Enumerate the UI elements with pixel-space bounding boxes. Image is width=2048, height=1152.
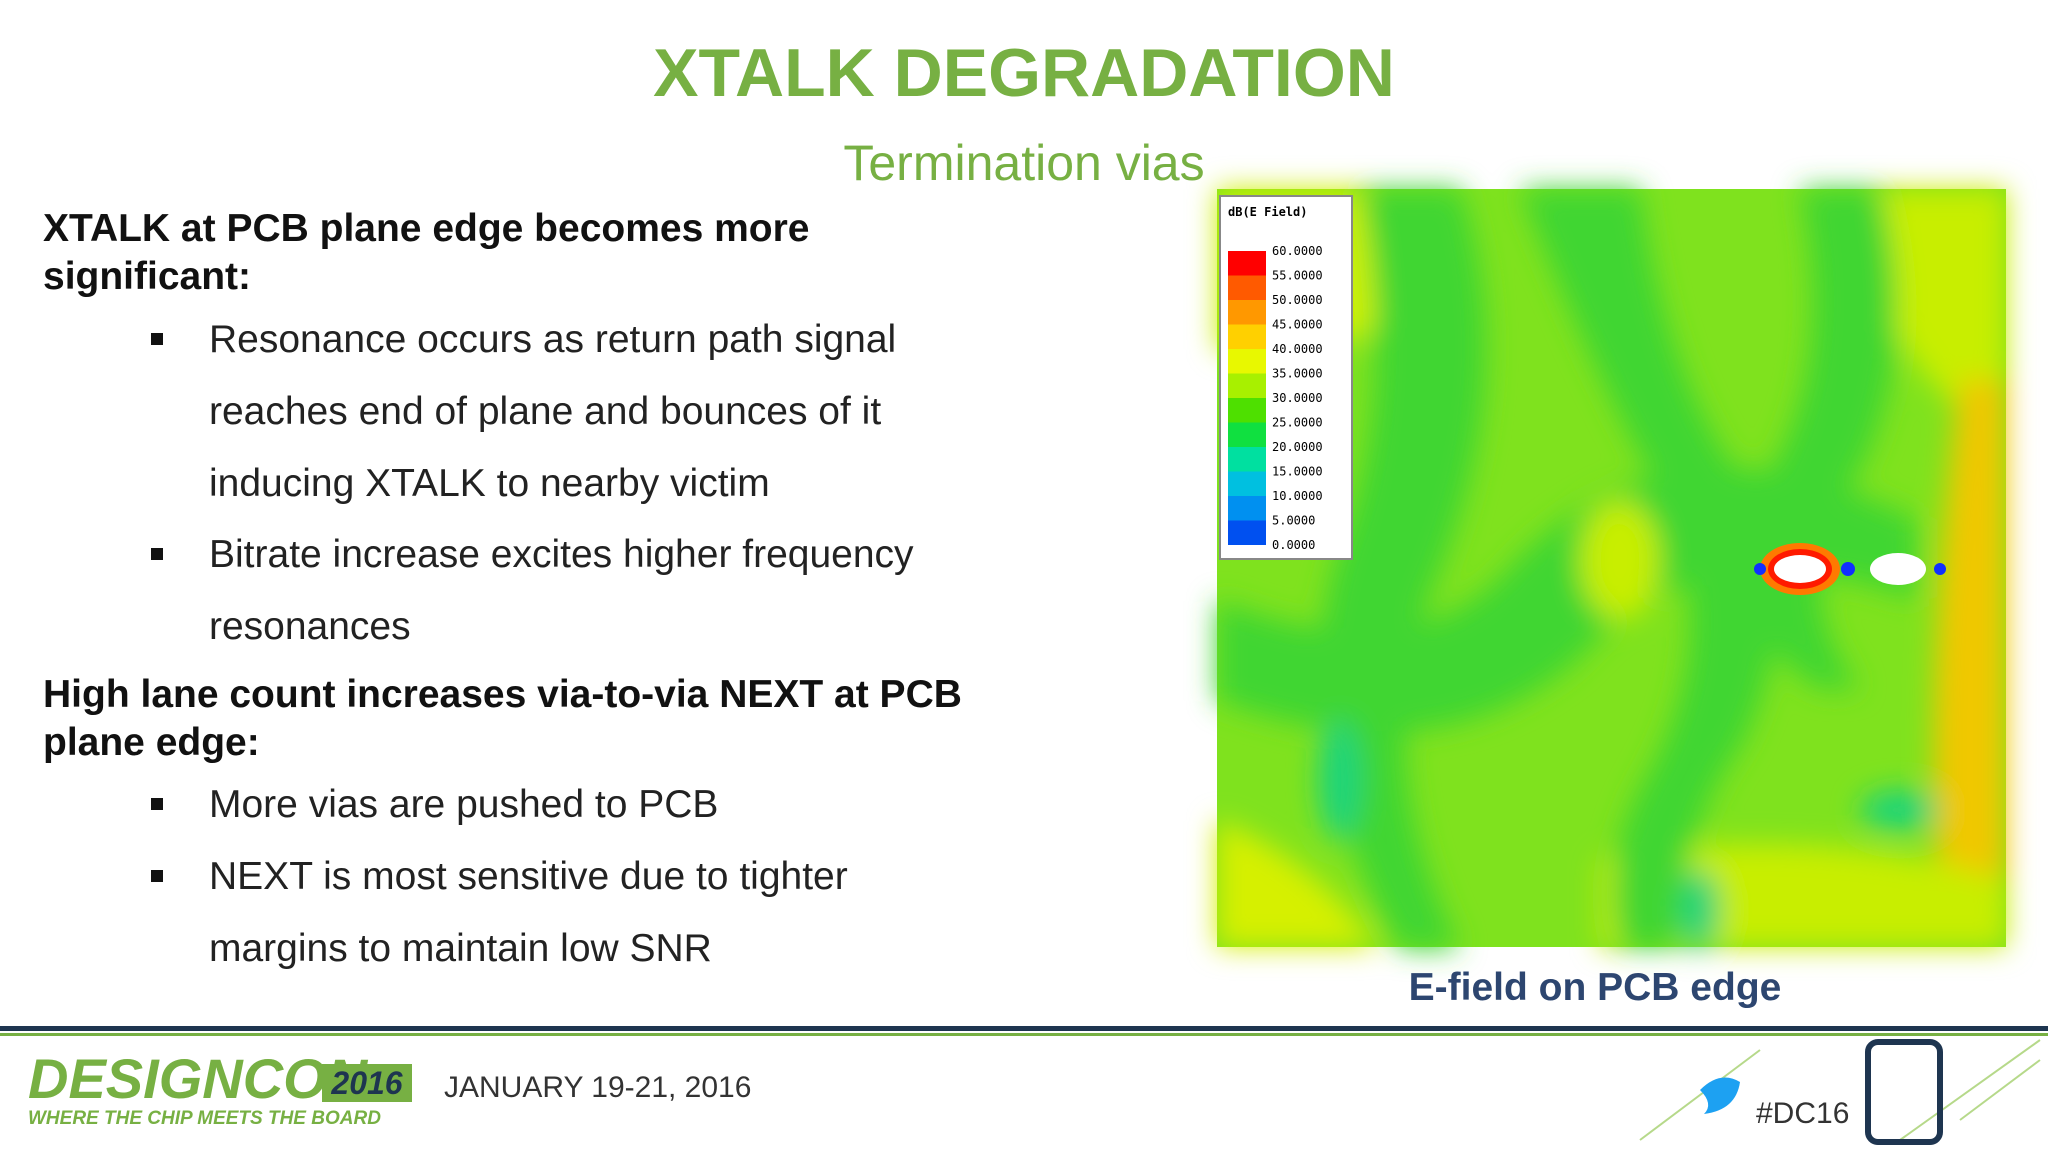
bullet-marker	[151, 870, 163, 882]
field-map	[1217, 189, 2006, 950]
dates: JANUARY 19-21, 2016	[444, 1071, 751, 1104]
legend-label: 25.0000	[1272, 416, 1323, 430]
legend-label: 50.0000	[1272, 293, 1323, 307]
bullet: Resonance occurs as return path signal r…	[151, 304, 969, 520]
legend-swatch	[1228, 275, 1266, 300]
legend-label: 5.0000	[1272, 514, 1315, 528]
logo-year: 2016	[330, 1065, 402, 1101]
bullet-text: NEXT is most sensitive due to tighter ma…	[209, 855, 848, 970]
footer-graphics: DESIGNCON 2016 WHERE THE CHIP MEETS THE …	[0, 1026, 2048, 1145]
legend-title: dB(E Field)	[1228, 205, 1307, 219]
legend-label: 45.0000	[1272, 318, 1323, 332]
logo: DESIGNCON	[28, 1047, 369, 1110]
legend-swatch	[1228, 324, 1266, 349]
bullet-text: Resonance occurs as return path signal r…	[209, 318, 897, 505]
legend-swatch	[1228, 251, 1266, 276]
legend-label: 30.0000	[1272, 391, 1323, 405]
legend-swatch	[1228, 373, 1266, 398]
legend-swatch	[1228, 349, 1266, 374]
section-heading: High lane count increases via-to-via NEX…	[43, 673, 962, 764]
tagline: WHERE THE CHIP MEETS THE BOARD	[28, 1108, 381, 1129]
legend-swatch	[1228, 398, 1266, 423]
subtitle: Termination vias	[843, 135, 1205, 191]
legend-label: 0.0000	[1272, 538, 1315, 552]
bullet: Bitrate increase excites higher frequenc…	[151, 519, 969, 663]
legend-swatch	[1228, 300, 1266, 325]
bullet-marker	[151, 333, 163, 345]
legend-label: 40.0000	[1272, 342, 1323, 356]
legend-label: 15.0000	[1272, 465, 1323, 479]
legend: dB(E Field) 60.0000 55.0000 50.0000 45.0000…	[1219, 195, 1353, 560]
section-heading: XTALK at PCB plane edge becomes more sig…	[43, 207, 810, 298]
legend-label: 10.0000	[1272, 489, 1323, 503]
legend-label: 60.0000	[1272, 244, 1323, 258]
title: XTALK DEGRADATION	[653, 35, 1395, 111]
legend-label: 20.0000	[1272, 440, 1323, 454]
legend-label: 35.0000	[1272, 367, 1323, 381]
bullet: NEXT is most sensitive due to tighter ma…	[151, 841, 969, 985]
bullet-text: More vias are pushed to PCB	[209, 783, 719, 826]
legend-swatch	[1228, 422, 1266, 447]
legend-swatch	[1228, 520, 1266, 545]
legend-swatch	[1228, 447, 1266, 472]
bullet-marker	[151, 548, 163, 560]
legend-label: 55.0000	[1272, 269, 1323, 283]
legend-swatch	[1228, 471, 1266, 496]
bullet-marker	[151, 798, 163, 810]
bullet: More vias are pushed to PCB	[151, 769, 969, 841]
caption: E-field on PCB edge	[1408, 966, 1782, 1009]
bullet-text: Bitrate increase excites higher frequenc…	[209, 533, 914, 648]
hashtag: #DC16	[1756, 1097, 1849, 1130]
legend-swatch	[1228, 496, 1266, 521]
